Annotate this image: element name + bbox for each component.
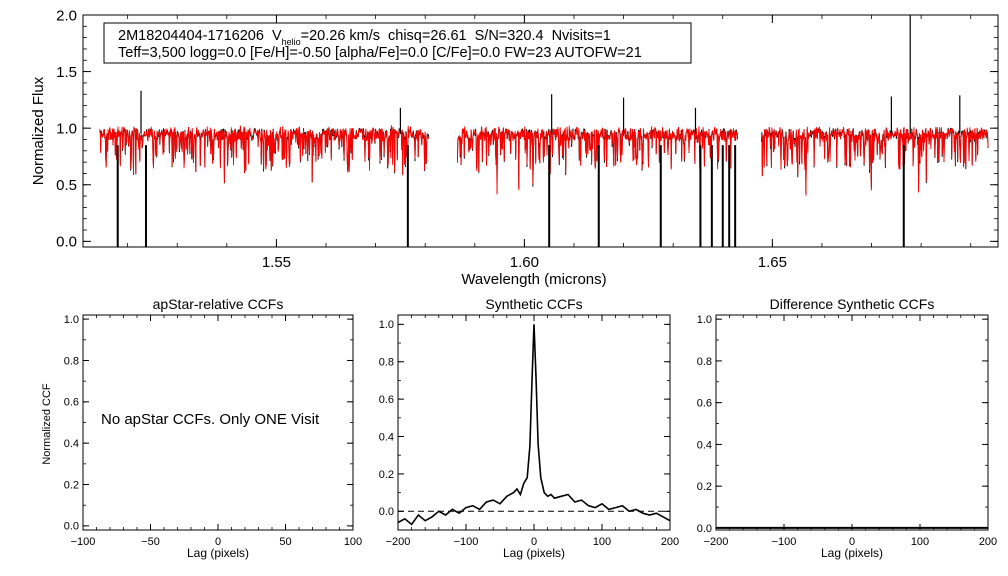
- info-line-2: Teff=3,500 logg=0.0 [Fe/H]=-0.50 [alpha/…: [118, 45, 642, 61]
- spectrum-xlabel: Wavelength (microns): [461, 271, 606, 288]
- synthetic-ccf-panel: −200 −100 0 100 200 0.0 0.2 0.4 0.6 0.8 1.0 Synthe…: [379, 296, 679, 560]
- model-spectrum-chip-1: [99, 124, 430, 183]
- spectrum-frame: [82, 14, 999, 248]
- x-tick-label: 100: [593, 536, 611, 548]
- y-tick-label: 0.2: [697, 481, 712, 493]
- x-tick-label: 100: [344, 536, 362, 548]
- synthetic-ticks: −200 −100 0 100 200 0.0 0.2 0.4 0.6 0.8 1.0: [379, 315, 679, 548]
- y-tick-label: 0.0: [379, 506, 394, 518]
- x-tick-label: −100: [71, 536, 96, 548]
- y-tick-label: 0.6: [379, 394, 394, 406]
- y-tick-label: 0.2: [379, 469, 394, 481]
- y-tick-label: 0.5: [56, 177, 77, 194]
- difference-xlabel: Lag (pixels): [821, 546, 883, 560]
- info-line-1: 2M18204404-1716206 Vhelio=20.26 km/s chisq…: [118, 28, 611, 47]
- spectrum-panel: 1.55 1.60 1.65 0.0 0.5 1.0 1.5 2.0 2M18204404-1…: [30, 7, 999, 288]
- vhelio-value: =20.26 km/s: [301, 28, 380, 44]
- vhelio-label: V: [272, 28, 282, 44]
- synthetic-frame: [397, 314, 671, 531]
- vhelio-subscript: helio: [282, 37, 301, 47]
- x-tick-label: 100: [911, 536, 929, 548]
- y-tick-label: 1.5: [56, 64, 77, 81]
- x-tick-label: 1.60: [510, 254, 539, 271]
- snr: S/N=320.4: [475, 28, 544, 44]
- apstar-xlabel: Lag (pixels): [187, 546, 249, 560]
- x-tick-label: −200: [386, 536, 411, 548]
- y-tick-label: 1.0: [697, 314, 712, 326]
- info-box: [103, 22, 692, 64]
- y-tick-label: 0.0: [697, 523, 712, 535]
- synthetic-data: [397, 324, 671, 526]
- spectrum-data: [99, 15, 989, 247]
- x-tick-label: −200: [704, 536, 729, 548]
- synthetic-xlabel: Lag (pixels): [503, 546, 565, 560]
- difference-ccf-panel: −200 −100 0 100 200 0.0 0.2 0.4 0.6 0.8 1.0 Differ…: [697, 296, 997, 560]
- x-tick-label: 1.65: [758, 254, 787, 271]
- apstar-annotation: No apStar CCFs. Only ONE Visit: [101, 411, 320, 428]
- x-tick-label: 0: [849, 536, 855, 548]
- model-spectrum-chip-2: [456, 125, 739, 195]
- synthetic-ccf-line: [397, 324, 671, 526]
- x-tick-label: 0: [531, 536, 537, 548]
- x-tick-label: −50: [141, 536, 160, 548]
- apstar-ylabel: Normalized CCF: [41, 383, 53, 465]
- synthetic-title: Synthetic CCFs: [485, 296, 582, 312]
- x-tick-label: 200: [979, 536, 997, 548]
- y-tick-label: 0.2: [64, 479, 79, 491]
- star-id: 2M18204404-1716206: [118, 28, 264, 44]
- y-tick-label: 0.0: [56, 234, 77, 251]
- chisq: chisq=26.61: [388, 28, 467, 44]
- difference-ticks: −200 −100 0 100 200 0.0 0.2 0.4 0.6 0.8 1.0: [697, 314, 997, 548]
- y-tick-label: 1.0: [379, 319, 394, 331]
- y-tick-label: 1.0: [64, 314, 79, 326]
- y-tick-label: 0.6: [64, 397, 79, 409]
- y-tick-label: 2.0: [56, 7, 77, 24]
- nvisits: Nvisits=1: [552, 28, 611, 44]
- y-tick-label: 0.8: [379, 357, 394, 369]
- y-tick-label: 0.8: [697, 356, 712, 368]
- model-spectrum-chip-3: [760, 125, 989, 196]
- y-tick-label: 0.4: [379, 431, 394, 443]
- difference-title: Difference Synthetic CCFs: [770, 296, 935, 312]
- apstar-title: apStar-relative CCFs: [153, 296, 284, 312]
- y-tick-label: 0.0: [64, 521, 79, 533]
- y-tick-label: 0.6: [697, 398, 712, 410]
- x-tick-label: 1.55: [262, 254, 291, 271]
- y-tick-label: 1.0: [56, 120, 77, 137]
- spectrum-ylabel: Normalized Flux: [30, 76, 47, 185]
- x-tick-label: 0: [215, 536, 221, 548]
- apstar-ticks: −100 −50 0 50 100 0.0 0.2 0.4 0.6 0.8 1.0: [64, 314, 362, 548]
- x-tick-label: 200: [661, 536, 679, 548]
- difference-frame: [715, 314, 989, 531]
- x-tick-label: 50: [279, 536, 291, 548]
- x-tick-label: −100: [454, 536, 479, 548]
- y-tick-label: 0.4: [697, 439, 712, 451]
- apstar-ccf-panel: −100 −50 0 50 100 0.0 0.2 0.4 0.6 0.8 1.0 apStar-r…: [41, 296, 362, 560]
- y-tick-label: 0.8: [64, 355, 79, 367]
- spectrum-ticks: 1.55 1.60 1.65 0.0 0.5 1.0 1.5 2.0: [56, 7, 998, 271]
- y-tick-label: 0.4: [64, 438, 79, 450]
- x-tick-label: −100: [772, 536, 797, 548]
